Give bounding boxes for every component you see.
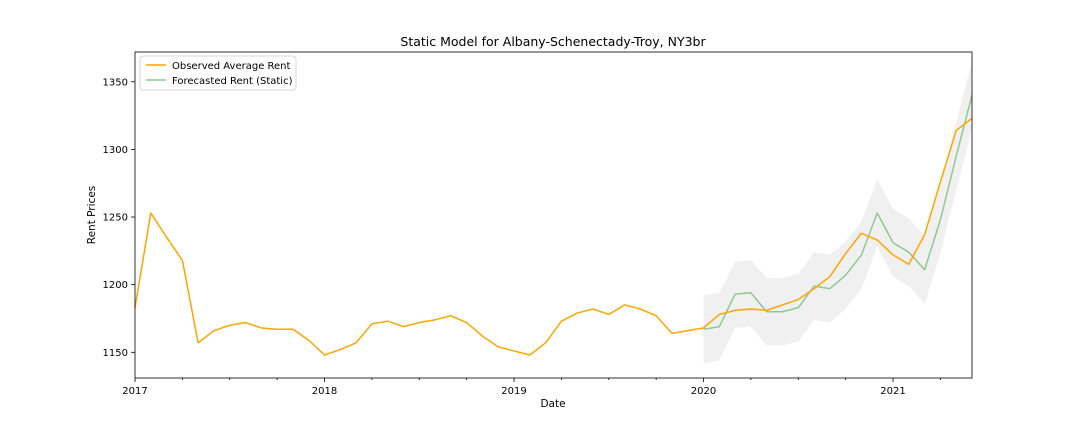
- x-tick-label: 2019: [501, 386, 526, 397]
- y-tick-label: 1200: [103, 280, 128, 291]
- plot-frame: [134, 51, 973, 379]
- chart-title: Static Model for Albany-Schenectady-Troy…: [400, 34, 706, 49]
- confidence-band: [703, 61, 972, 364]
- legend: Observed Average Rent Forecasted Rent (S…: [139, 55, 297, 91]
- legend-label-forecast: Forecasted Rent (Static): [172, 76, 293, 87]
- series-line-observed: [134, 117, 973, 356]
- legend-label-observed: Observed Average Rent: [172, 61, 291, 72]
- x-tick-label: 2018: [312, 386, 337, 397]
- x-tick-label: 2020: [691, 386, 716, 397]
- y-axis-label: Rent Prices: [86, 186, 98, 244]
- y-tick-label: 1150: [103, 348, 128, 359]
- y-tick-label: 1300: [103, 145, 128, 156]
- x-tick-label: 2017: [122, 386, 147, 397]
- y-tick-label: 1250: [103, 213, 128, 224]
- x-axis-label: Date: [540, 398, 565, 410]
- series-line-forecast: [703, 95, 973, 331]
- x-tick-label: 2021: [880, 386, 905, 397]
- legend-box: [139, 55, 297, 91]
- y-tick-label: 1350: [103, 77, 128, 88]
